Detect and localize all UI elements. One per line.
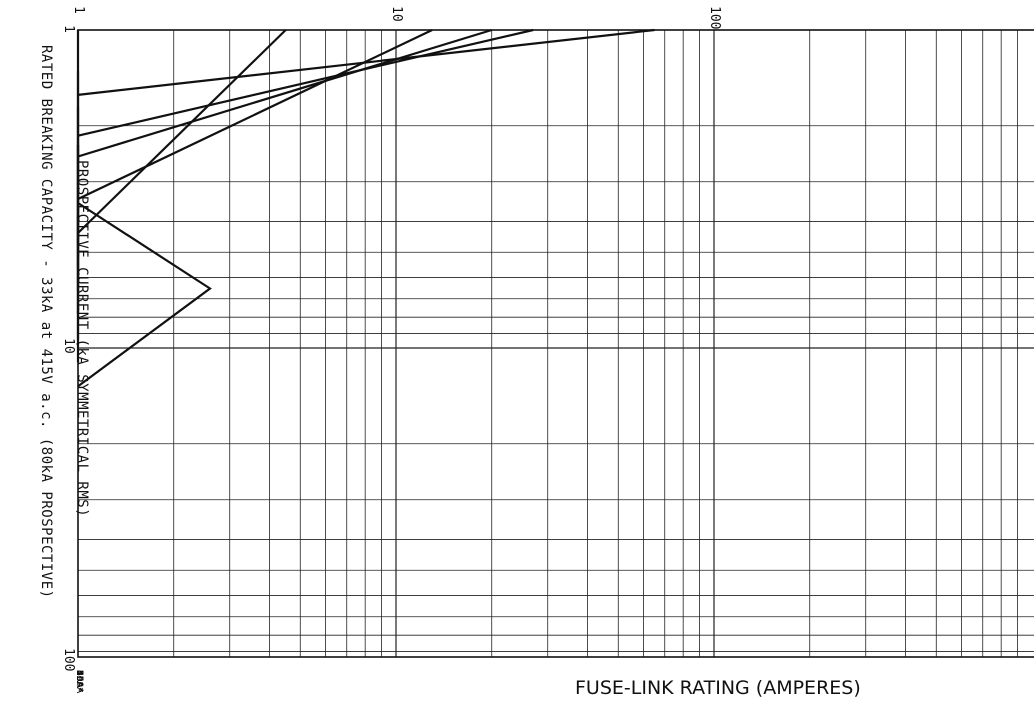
- x-tick-label: 100: [61, 648, 76, 672]
- y-tick-label: 100: [707, 6, 722, 30]
- category-label: 100A: [74, 670, 84, 694]
- series-line-15A: [77, 28, 493, 158]
- y-tick-label: 10: [389, 6, 404, 22]
- series-line-10A: [77, 28, 534, 137]
- series-curves: [76, 28, 655, 388]
- chart-subtitle: RATED BREAKING CAPACITY - 33kA at 415V a…: [38, 45, 54, 599]
- grid-lines: [78, 30, 1034, 657]
- series-line-20A: [77, 29, 433, 200]
- plot-frame: [77, 29, 1034, 658]
- series-line-25A: [77, 29, 287, 234]
- x-tick-label: 1: [61, 25, 76, 33]
- y-tick-label: 1: [71, 6, 86, 14]
- x-tick-label: 10: [61, 338, 76, 354]
- series-line-100A: [77, 202, 212, 388]
- x-axis-title: FUSE-LINK RATING (AMPERES): [575, 677, 861, 699]
- y-axis-label: PROSPECTIVE CURRENT (kA SYMMETRICAL RMS): [74, 160, 90, 518]
